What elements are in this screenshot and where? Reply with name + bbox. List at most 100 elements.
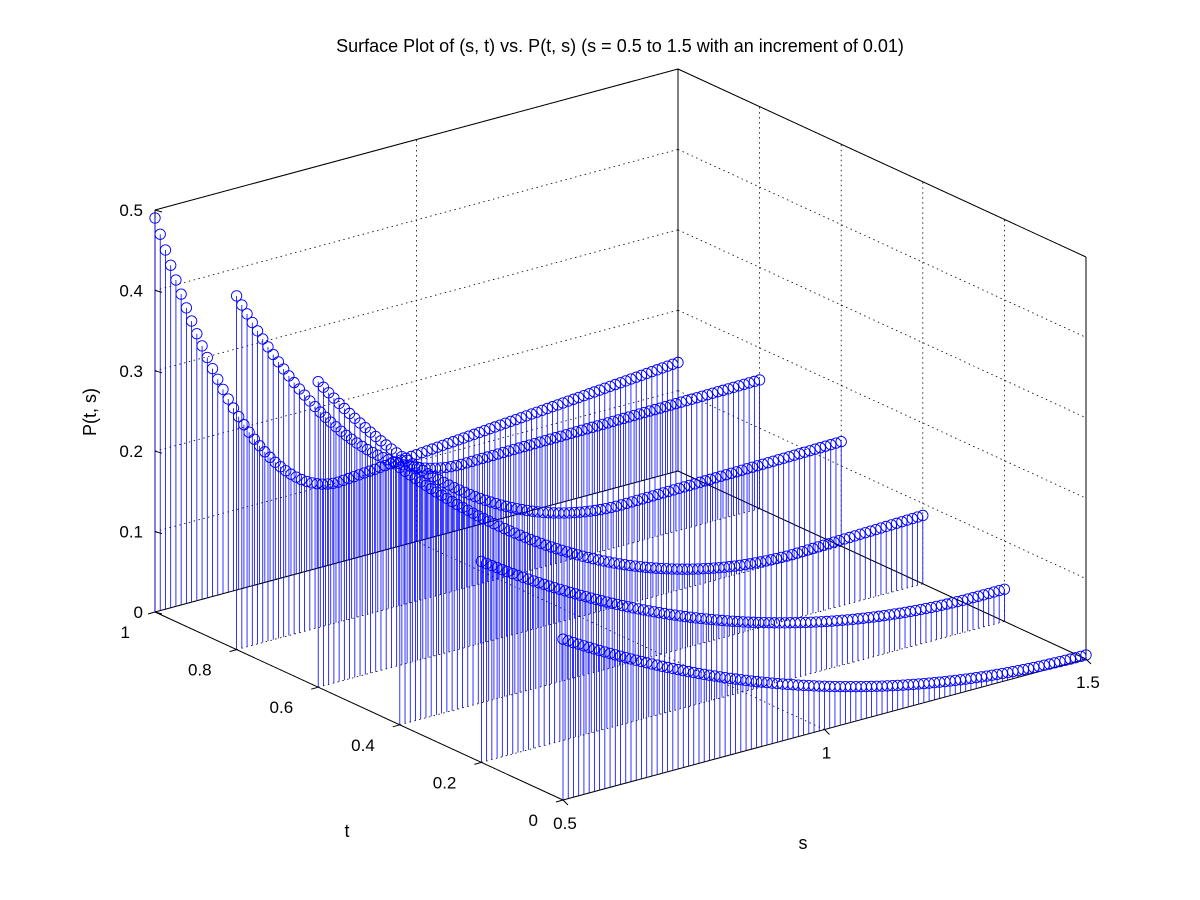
- stem-marker: [551, 543, 563, 555]
- axes-edge: [154, 611, 564, 801]
- stem-marker: [480, 557, 493, 570]
- stem-marker: [448, 481, 460, 494]
- stem-marker: [267, 348, 279, 361]
- stem-marker: [443, 479, 455, 491]
- stem-marker: [251, 325, 264, 337]
- stem-marker: [486, 559, 498, 572]
- grid-line-z-back: [154, 149, 679, 291]
- stem-marker: [206, 363, 219, 375]
- stem-marker: [180, 302, 193, 314]
- stem-marker: [503, 525, 516, 537]
- z-tick-label: 0.3: [119, 362, 143, 381]
- stem-marker: [630, 654, 642, 666]
- stem-marker: [222, 393, 234, 405]
- stem-marker: [609, 649, 621, 661]
- stem-marker: [479, 494, 492, 507]
- stem-marker: [509, 527, 521, 539]
- stem-marker: [512, 569, 524, 582]
- stem-marker: [490, 498, 502, 510]
- x-tick-label: 0.5: [553, 814, 577, 833]
- stem-marker: [651, 659, 663, 671]
- x-tick-label: 1.5: [1076, 673, 1100, 692]
- stem-marker: [588, 643, 601, 655]
- stem-marker: [616, 600, 629, 612]
- stem-marker: [196, 340, 208, 352]
- stem-marker: [556, 544, 568, 557]
- stem-series-t-0.8: [230, 290, 766, 650]
- stem-marker: [530, 535, 542, 548]
- stem-marker: [295, 473, 308, 486]
- y-tick-mark: [311, 686, 319, 690]
- stem-marker: [573, 638, 585, 650]
- stem-marker: [611, 598, 624, 611]
- stem-marker: [514, 529, 526, 541]
- axes-edge: [677, 470, 1087, 660]
- stem-marker: [165, 259, 177, 271]
- stem-marker: [488, 517, 500, 530]
- stem-marker: [236, 299, 248, 311]
- stem-marker: [483, 515, 495, 527]
- stem-marker: [535, 537, 547, 550]
- stem-marker: [233, 410, 245, 423]
- stem-marker: [246, 316, 258, 329]
- stem-marker: [596, 595, 608, 607]
- stem-marker: [519, 531, 531, 544]
- stem-marker: [472, 510, 484, 522]
- stem-marker: [159, 244, 172, 256]
- stem-marker: [543, 580, 556, 592]
- stem-marker: [493, 520, 505, 532]
- stem-marker: [517, 571, 529, 584]
- stem-marker: [593, 644, 606, 657]
- stem-marker: [393, 457, 405, 470]
- stem-series-t-1: [149, 212, 684, 612]
- stem-marker: [262, 341, 274, 353]
- z-tick-label: 0: [134, 603, 143, 622]
- stem-series-t-0.4: [394, 461, 929, 725]
- stem-marker: [501, 566, 514, 578]
- stem-marker: [522, 573, 535, 585]
- stem-marker: [646, 658, 658, 670]
- stem-marker: [507, 567, 519, 580]
- y-tick-label: 0: [529, 811, 538, 830]
- stem-marker: [257, 333, 269, 345]
- stem-marker: [528, 575, 540, 587]
- stem-marker: [154, 228, 166, 240]
- y-tick-label: 0.6: [270, 698, 294, 717]
- stem-marker: [149, 212, 161, 224]
- z-tick-label: 0.1: [119, 523, 143, 542]
- stem-series-t-0: [557, 633, 1092, 800]
- stem-marker: [753, 374, 766, 386]
- stem-marker: [377, 451, 389, 464]
- stem-marker: [498, 522, 511, 535]
- stem-marker: [620, 651, 632, 664]
- stem-marker: [569, 588, 582, 600]
- stem-marker: [227, 402, 240, 414]
- stem-marker: [469, 490, 481, 503]
- x-tick-mark: [1085, 658, 1092, 665]
- stem-marker: [601, 596, 613, 608]
- z-tick-label: 0.2: [119, 442, 143, 461]
- stem-marker: [217, 383, 229, 396]
- stem-marker: [672, 356, 684, 369]
- stem-marker: [475, 555, 488, 568]
- stem-marker: [524, 533, 537, 546]
- z-tick-label: 0.5: [119, 201, 143, 220]
- stem-series-t-0.6: [312, 376, 847, 688]
- stem-marker: [667, 662, 679, 675]
- stem-marker: [562, 635, 574, 647]
- y-tick-label: 0.4: [351, 736, 375, 755]
- stem-marker: [540, 539, 552, 551]
- stem-marker: [583, 641, 595, 654]
- y-tick-mark: [229, 649, 237, 653]
- z-tick-label: 0.4: [119, 281, 143, 300]
- stem-marker: [561, 546, 573, 558]
- stem-marker: [580, 591, 592, 603]
- stem-marker: [582, 551, 594, 564]
- z-axis-label: P(t, s): [80, 388, 100, 436]
- stem-marker: [238, 419, 250, 431]
- stem-marker: [491, 562, 503, 574]
- z-tick-mark: [154, 370, 163, 374]
- stem-marker: [917, 509, 929, 522]
- stem-marker: [458, 486, 471, 499]
- chart-title: Surface Plot of (s, t) vs. P(t, s) (s = …: [336, 36, 904, 56]
